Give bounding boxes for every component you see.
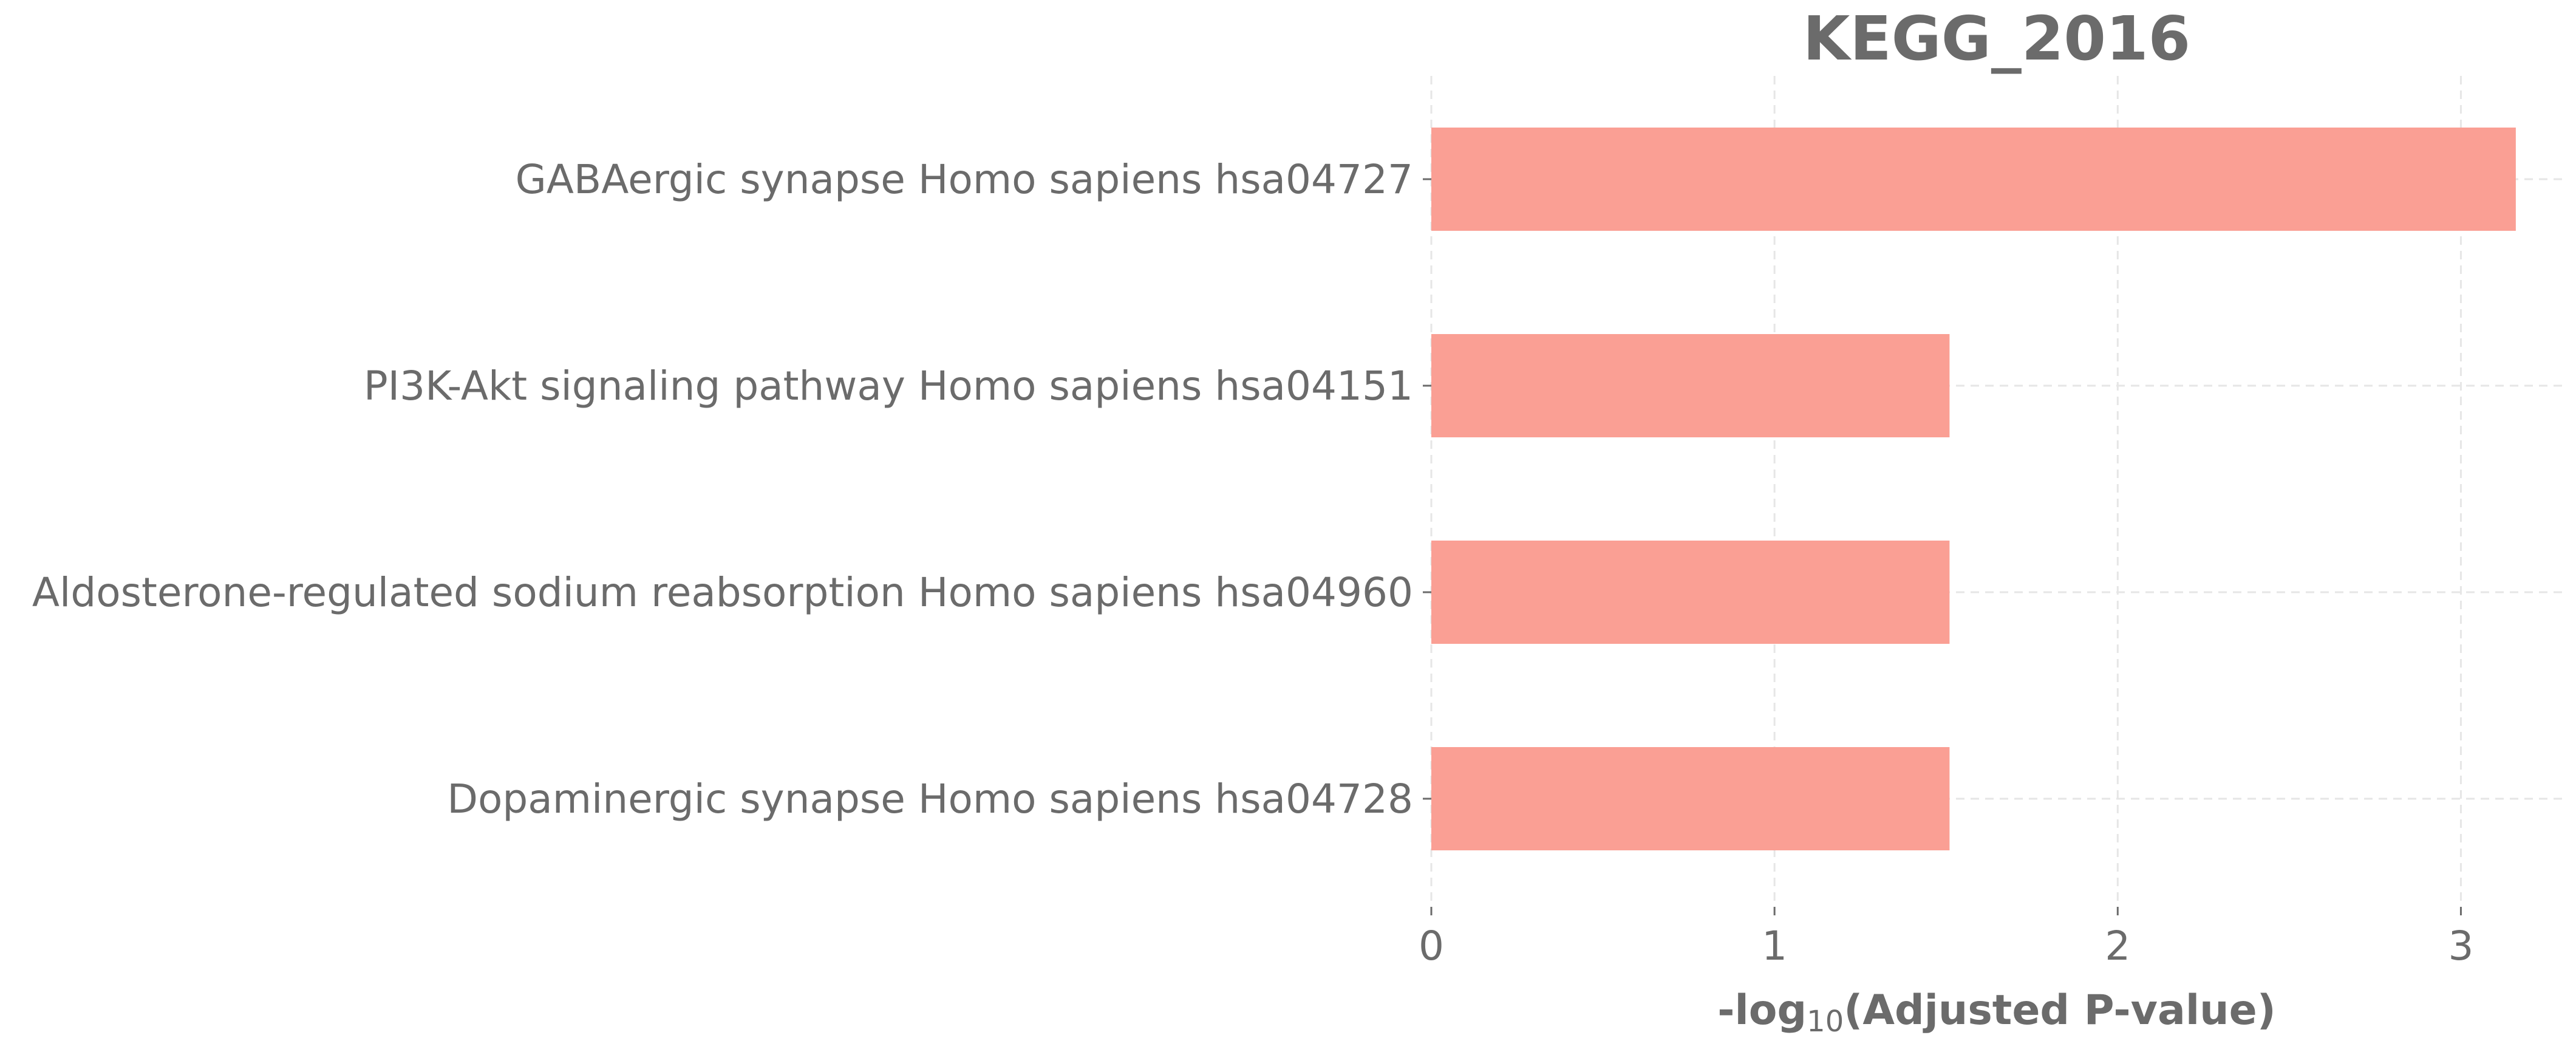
x-tick-labels: 0 1 2 3 [1419, 907, 2473, 969]
x-tick-label: 0 [1419, 923, 1444, 969]
x-tick-label: 3 [2448, 923, 2473, 969]
bar [1431, 747, 1950, 850]
x-axis-label-subscript: 10 [1807, 1005, 1844, 1039]
chart-title: KEGG_2016 [1803, 3, 2190, 74]
x-axis-label-suffix: (Adjusted P-value) [1844, 986, 2276, 1034]
y-tick-label: GABAergic synapse Homo sapiens hsa04727 [516, 156, 1413, 203]
x-tick-label: 2 [2105, 923, 2130, 969]
x-axis-label-prefix: -log [1717, 986, 1807, 1034]
y-tick-label: PI3K-Akt signaling pathway Homo sapiens … [364, 363, 1413, 409]
bar [1431, 541, 1950, 644]
bar [1431, 334, 1950, 437]
y-tick-labels: GABAergic synapse Homo sapiens hsa04727 P… [32, 156, 1431, 822]
bar [1431, 128, 2516, 231]
y-tick-label: Aldosterone-regulated sodium reabsorptio… [32, 569, 1413, 616]
bars [1431, 128, 2516, 850]
y-tick-label: Dopaminergic synapse Homo sapiens hsa047… [447, 776, 1413, 822]
x-tick-label: 1 [1762, 923, 1787, 969]
x-axis-label: -log10(Adjusted P-value) [1717, 986, 2276, 1039]
